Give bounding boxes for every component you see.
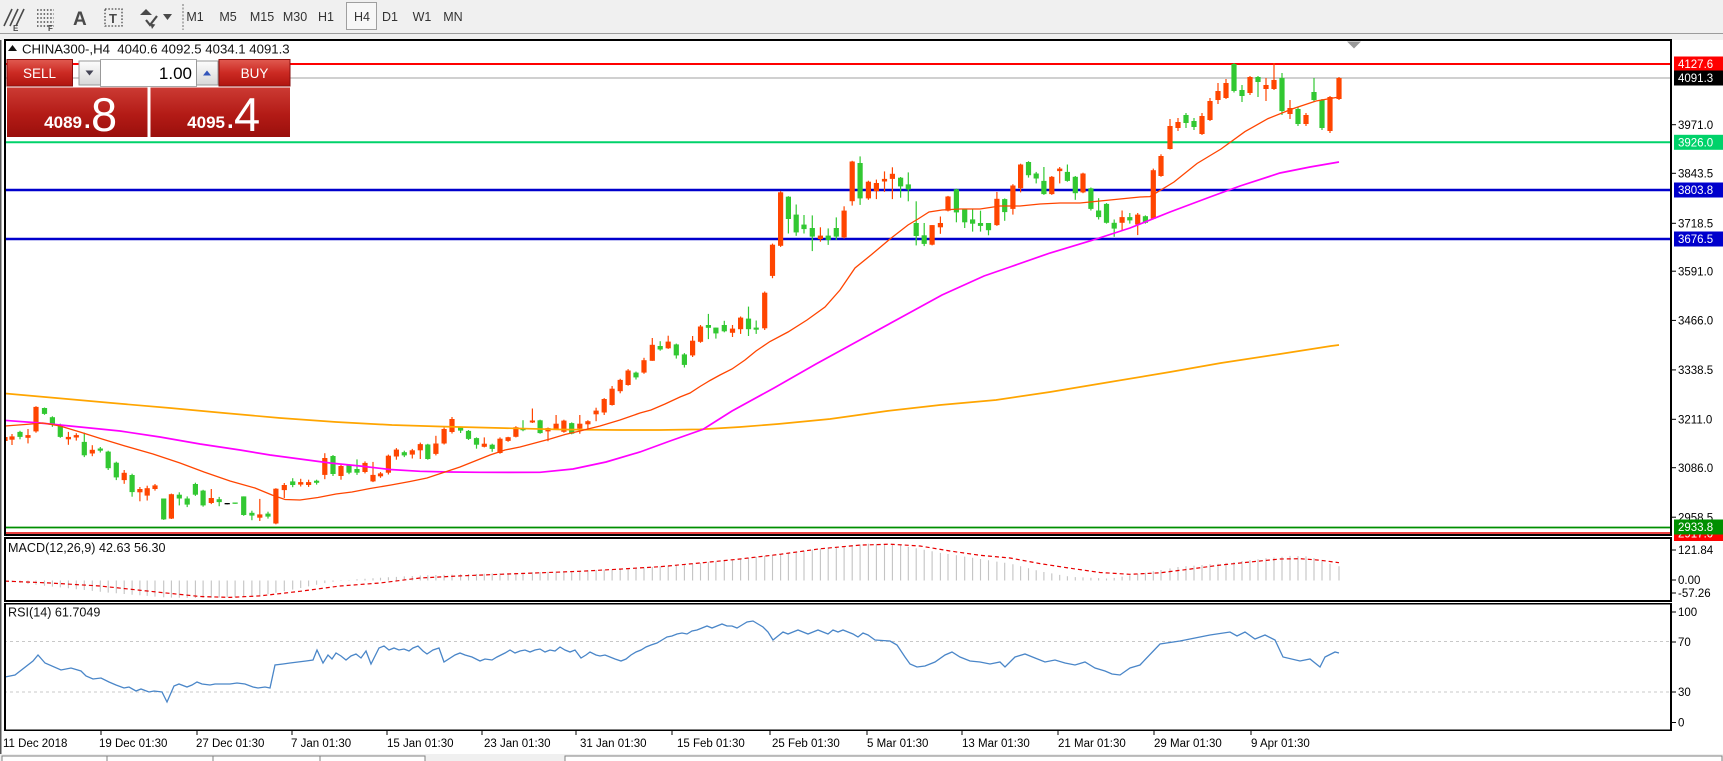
svg-text:27 Dec 01:30: 27 Dec 01:30 xyxy=(196,738,264,750)
svg-text:31 Jan 01:30: 31 Jan 01:30 xyxy=(580,738,647,750)
svg-text:W1: W1 xyxy=(413,10,432,24)
svg-text:3803.8: 3803.8 xyxy=(1678,185,1713,197)
svg-text:RSI(14) 61.7049: RSI(14) 61.7049 xyxy=(8,606,100,620)
svg-text:3466.0: 3466.0 xyxy=(1678,316,1713,328)
svg-text:-57.26: -57.26 xyxy=(1678,588,1711,600)
svg-text:4091.3: 4091.3 xyxy=(1678,73,1713,85)
svg-text:29 Mar 01:30: 29 Mar 01:30 xyxy=(1154,738,1222,750)
svg-text:1.00: 1.00 xyxy=(159,64,192,83)
svg-text:3086.0: 3086.0 xyxy=(1678,463,1713,475)
svg-text:M5: M5 xyxy=(219,10,236,24)
svg-text:5 Mar 01:30: 5 Mar 01:30 xyxy=(867,738,928,750)
svg-text:BUY: BUY xyxy=(241,66,269,81)
svg-text:D1: D1 xyxy=(382,10,398,24)
svg-text:MACD(12,26,9) 42.63 56.30: MACD(12,26,9) 42.63 56.30 xyxy=(8,541,166,555)
svg-text:4089: 4089 xyxy=(44,113,82,132)
svg-text:T: T xyxy=(109,11,117,26)
svg-text:23 Jan 01:30: 23 Jan 01:30 xyxy=(484,738,551,750)
svg-text:H1: H1 xyxy=(318,10,334,24)
svg-text:M30: M30 xyxy=(283,10,307,24)
svg-text:3338.5: 3338.5 xyxy=(1678,365,1713,377)
svg-text:4: 4 xyxy=(234,88,260,141)
svg-text:121.84: 121.84 xyxy=(1678,545,1714,557)
svg-text:3843.5: 3843.5 xyxy=(1678,169,1713,181)
svg-text:MN: MN xyxy=(443,10,462,24)
svg-text:0.00: 0.00 xyxy=(1678,575,1700,587)
svg-text:.: . xyxy=(84,107,91,134)
svg-text:3211.0: 3211.0 xyxy=(1678,415,1712,427)
svg-text:8: 8 xyxy=(91,88,117,141)
svg-text:3718.5: 3718.5 xyxy=(1678,219,1713,231)
svg-text:3676.5: 3676.5 xyxy=(1678,234,1713,246)
svg-text:15 Feb 01:30: 15 Feb 01:30 xyxy=(677,738,745,750)
svg-text:3591.0: 3591.0 xyxy=(1678,266,1713,278)
svg-text:11 Dec 2018: 11 Dec 2018 xyxy=(3,738,67,750)
svg-text:F: F xyxy=(48,24,53,33)
svg-text:M15: M15 xyxy=(250,10,274,24)
svg-text:30: 30 xyxy=(1678,687,1691,699)
svg-text:7 Jan 01:30: 7 Jan 01:30 xyxy=(291,738,351,750)
svg-text:70: 70 xyxy=(1678,637,1691,649)
svg-text:100: 100 xyxy=(1678,607,1697,619)
svg-text:2933.8: 2933.8 xyxy=(1678,522,1713,534)
svg-text:SELL: SELL xyxy=(23,66,57,81)
svg-text:21 Mar 01:30: 21 Mar 01:30 xyxy=(1058,738,1126,750)
svg-text:E: E xyxy=(13,24,19,33)
svg-text:25 Feb 01:30: 25 Feb 01:30 xyxy=(772,738,840,750)
svg-text:M1: M1 xyxy=(186,10,203,24)
svg-text:19 Dec 01:30: 19 Dec 01:30 xyxy=(99,738,167,750)
svg-text:13 Mar 01:30: 13 Mar 01:30 xyxy=(962,738,1030,750)
svg-text:4095: 4095 xyxy=(187,113,225,132)
svg-text:.: . xyxy=(227,107,234,134)
svg-text:H4: H4 xyxy=(354,10,370,24)
svg-text:4127.6: 4127.6 xyxy=(1678,59,1713,71)
svg-text:0: 0 xyxy=(1678,718,1684,730)
svg-text:3926.0: 3926.0 xyxy=(1678,138,1713,150)
svg-text:CHINA300-,H4 4040.6 4092.5 40: CHINA300-,H4 4040.6 4092.5 4034.1 4091.3 xyxy=(22,42,290,57)
svg-text:A: A xyxy=(73,9,87,30)
svg-text:15 Jan 01:30: 15 Jan 01:30 xyxy=(387,738,454,750)
svg-text:9 Apr 01:30: 9 Apr 01:30 xyxy=(1251,738,1310,750)
svg-text:3971.0: 3971.0 xyxy=(1678,120,1713,132)
